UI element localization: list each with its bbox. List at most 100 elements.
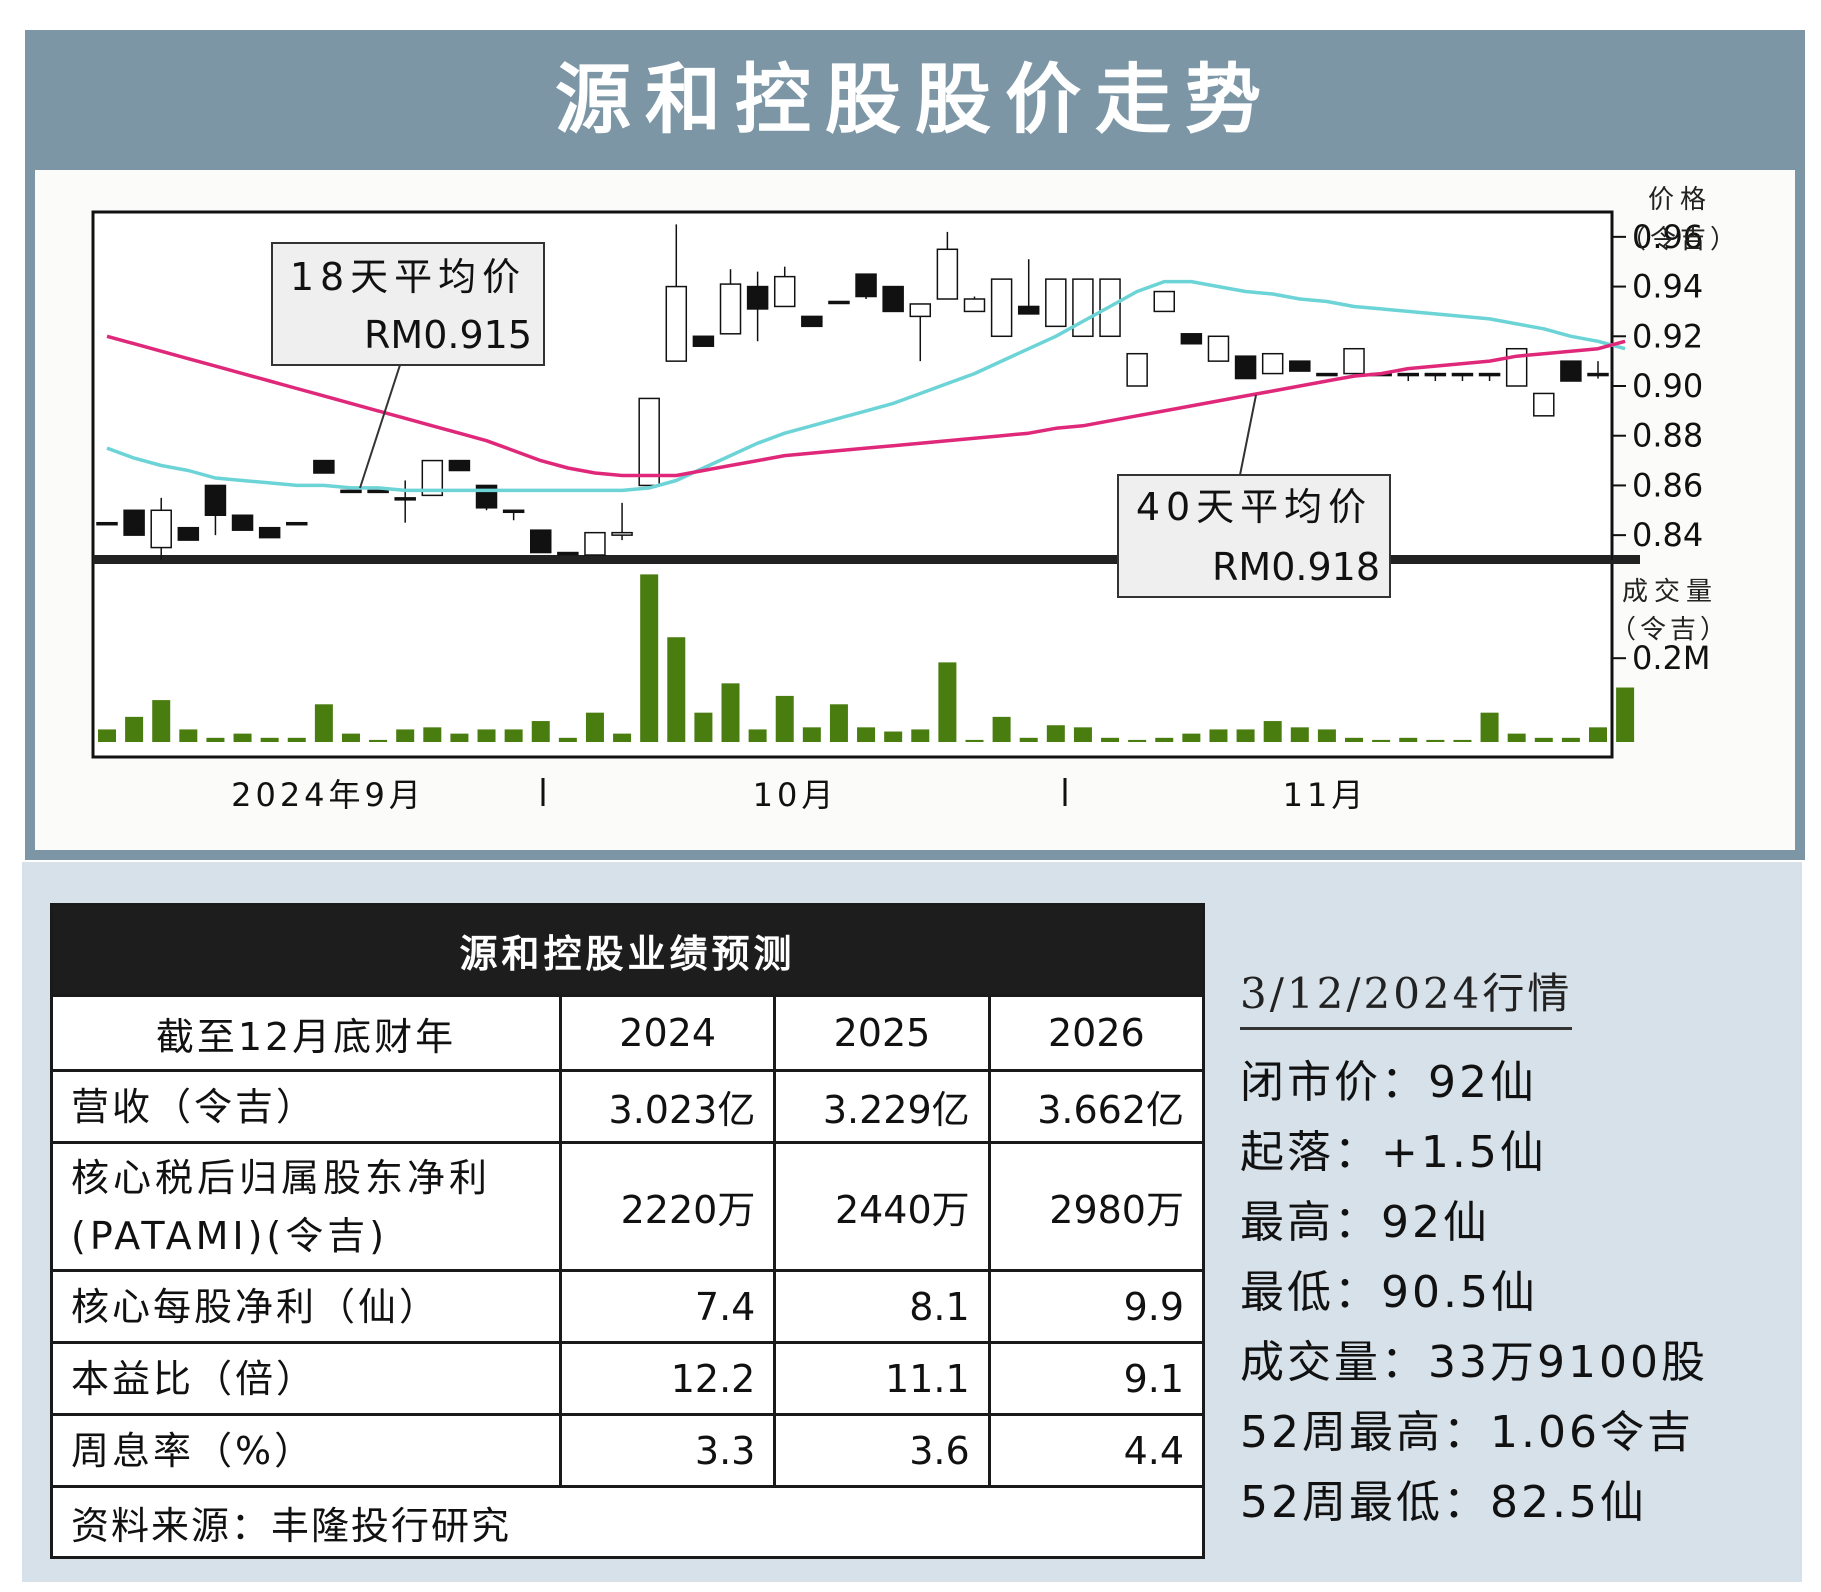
candle-body xyxy=(882,285,904,313)
candle-body xyxy=(611,531,633,536)
volume-bar xyxy=(829,704,848,742)
candle-body xyxy=(746,285,769,310)
price-tick-label: 0.92 xyxy=(1632,317,1703,355)
candle-body xyxy=(1045,278,1067,328)
volume-bar xyxy=(1480,712,1499,742)
forecast-cell: 3.023亿 xyxy=(558,1069,777,1144)
chart-header-title: 源和控股股价走势 xyxy=(555,55,1275,144)
volume-axis-title: 成交量 xyxy=(1622,577,1718,607)
volume-bar xyxy=(884,731,903,742)
ma18-leader-line xyxy=(359,364,401,489)
forecast-row-yield: 周息率（%） 3.3 3.6 4.4 xyxy=(50,1413,1206,1488)
volume-bar xyxy=(613,733,632,742)
candle-body xyxy=(963,298,986,313)
volume-bar xyxy=(1046,725,1065,742)
forecast-cell: 2220万 xyxy=(558,1141,777,1272)
candle-body xyxy=(1343,347,1365,375)
volume-bar xyxy=(1263,721,1282,742)
forecast-title: 源和控股业绩预测 xyxy=(50,903,1205,997)
candle-body xyxy=(801,315,823,328)
forecast-cell: 3.662亿 xyxy=(987,1069,1206,1144)
forecast-row-label: 本益比（倍） xyxy=(50,1341,562,1416)
volume-bar xyxy=(1155,737,1174,742)
forecast-cell: 9.1 xyxy=(987,1341,1206,1416)
forecast-cell: 12.2 xyxy=(558,1341,777,1416)
price-axis-title: 价格 xyxy=(1648,185,1712,215)
quote-52w-low: 52周最低：82.5仙 xyxy=(1240,1477,1647,1528)
forecast-cell: 3.6 xyxy=(773,1413,991,1488)
ma40-label-value: RM0.918 xyxy=(1212,545,1380,589)
volume-bar xyxy=(423,727,442,742)
stock-chart: 0.960.940.920.900.880.860.840.2M 18天平均价 … xyxy=(91,185,1736,814)
forecast-row-pe: 本益比（倍） 12.2 11.1 9.1 xyxy=(50,1341,1206,1416)
quote-close: 闭市价：92仙 xyxy=(1240,1057,1537,1108)
forecast-cell: 2980万 xyxy=(987,1141,1206,1272)
forecast-row-eps: 核心每股净利（仙） 7.4 8.1 9.9 xyxy=(50,1269,1206,1344)
forecast-year-2025: 2025 xyxy=(773,994,991,1072)
volume-bar xyxy=(1426,739,1445,742)
quote-low: 最低：90.5仙 xyxy=(1240,1267,1538,1318)
candle-body xyxy=(1397,372,1419,377)
candle-body xyxy=(421,459,444,497)
candle-body xyxy=(1533,392,1555,417)
candle-body xyxy=(231,514,254,531)
quote-high: 最高：92仙 xyxy=(1240,1197,1490,1248)
volume-bar xyxy=(1345,737,1364,742)
price-tick-label: 0.90 xyxy=(1632,367,1703,405)
volume-bar xyxy=(206,737,225,742)
ma40-line xyxy=(106,334,1626,478)
candle-body xyxy=(1289,360,1311,372)
x-label-oct: 10月 xyxy=(753,776,838,814)
ma40-label-box xyxy=(1117,474,1391,598)
candle-body xyxy=(1072,278,1094,338)
candle-body xyxy=(394,497,416,501)
volume-bar xyxy=(1128,739,1147,742)
quote-date: 3/12/2024行情 xyxy=(1240,960,1573,1030)
volume-bar xyxy=(1616,687,1635,742)
volume-bar xyxy=(396,729,415,742)
candle-body xyxy=(448,459,471,472)
forecast-row-patami: 核心税后归属股东净利 (PATAMI)(令吉) 2220万 2440万 2980… xyxy=(50,1141,1206,1272)
price-tick-label: 0.84 xyxy=(1632,516,1703,554)
candle-body xyxy=(1560,360,1582,382)
ma18-label-title: 18天平均价 xyxy=(290,255,526,299)
volume-bar xyxy=(911,729,930,742)
volume-bar xyxy=(802,727,821,742)
ma18-label-value: RM0.915 xyxy=(364,313,532,357)
volume-bar xyxy=(1399,737,1418,742)
volume-bar xyxy=(1453,739,1472,742)
volume-bar xyxy=(748,729,767,742)
volume-bar xyxy=(531,721,550,742)
volume-bar xyxy=(1534,737,1553,742)
volume-bar xyxy=(1073,727,1092,742)
volume-bar xyxy=(152,700,171,742)
price-volume-divider xyxy=(93,555,1640,564)
forecast-table: 源和控股业绩预测 截至12月底财年 2024 2025 2026 营收（令吉） … xyxy=(50,903,1206,1559)
volume-bar xyxy=(341,733,360,742)
forecast-year-2024: 2024 xyxy=(558,994,777,1072)
candle-body xyxy=(502,509,525,514)
ma18-label-box xyxy=(271,242,545,366)
candle-body xyxy=(123,509,145,536)
volume-bar xyxy=(1561,737,1580,742)
volume-bar xyxy=(1101,737,1120,742)
candle-body xyxy=(529,529,552,554)
candle-body xyxy=(557,551,579,556)
candle-body xyxy=(177,526,200,541)
candle-body xyxy=(1451,372,1474,377)
volume-bar xyxy=(314,704,333,742)
forecast-row-label: 核心每股净利（仙） xyxy=(50,1269,562,1344)
volume-bar xyxy=(1290,727,1309,742)
price-tick-label: 0.86 xyxy=(1632,466,1703,504)
candle-body xyxy=(150,509,172,549)
forecast-row-label: 周息率（%） xyxy=(50,1413,562,1488)
volume-bar xyxy=(287,737,306,742)
candle-body xyxy=(1234,355,1257,380)
ma40-leader-line xyxy=(1239,394,1257,476)
candle-body xyxy=(258,526,281,539)
forecast-cell: 4.4 xyxy=(987,1413,1206,1488)
forecast-row-label-line1: 核心税后归属股东净利 xyxy=(71,1155,492,1200)
volume-bar xyxy=(1372,739,1391,742)
volume-bar xyxy=(1317,729,1336,742)
candle-body xyxy=(1153,290,1176,313)
